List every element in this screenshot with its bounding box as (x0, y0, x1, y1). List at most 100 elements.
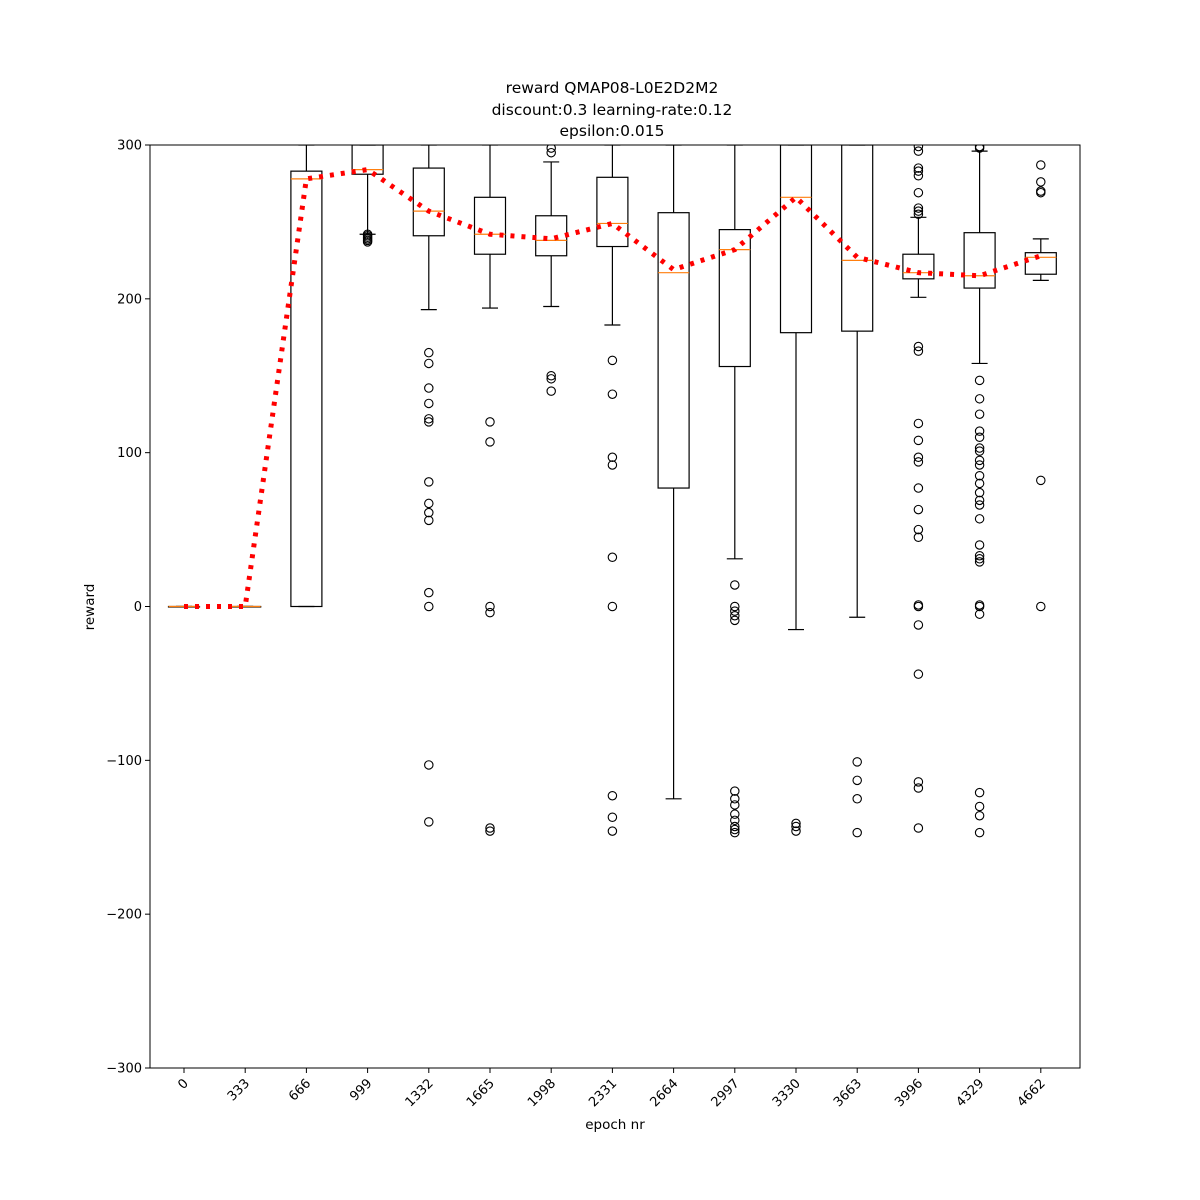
box (902, 253, 935, 280)
outlier-point (730, 794, 740, 804)
outlier-point (974, 446, 985, 456)
outlier-point (913, 209, 924, 219)
outlier-point (974, 787, 985, 798)
outlier-point (730, 815, 740, 826)
outlier-point (852, 794, 862, 804)
box (412, 167, 445, 237)
box (657, 212, 690, 489)
outlier-point (424, 347, 434, 358)
outlier-point (424, 358, 434, 369)
outlier-point (974, 801, 985, 812)
y-tick-label: −300 (106, 1062, 142, 1077)
outlier-point (974, 409, 985, 419)
outlier-point (913, 166, 924, 176)
box (718, 229, 751, 368)
box (779, 145, 813, 334)
y-axis-label: reward (82, 584, 98, 631)
outlier-point (607, 355, 618, 366)
box (290, 170, 323, 608)
box (473, 196, 507, 255)
outlier-point (913, 669, 924, 679)
outlier-point (1036, 601, 1046, 612)
box (596, 176, 629, 248)
outlier-point (974, 500, 985, 510)
plot-clip-group (167, 145, 1057, 838)
chart-title-line-2: discount:0.3 learning-rate:0.12 (492, 101, 733, 119)
outlier-point (1036, 475, 1046, 486)
chart-title-line-1: reward QMAP08-L0E2D2M2 (506, 79, 719, 97)
outlier-point (730, 606, 740, 616)
outlier-point (913, 171, 924, 181)
outlier-point (424, 417, 434, 427)
y-tick-label: −100 (106, 754, 142, 769)
outlier-point (424, 817, 434, 827)
outlier-point (974, 394, 985, 404)
outlier-point (362, 237, 373, 247)
outlier-point (485, 607, 495, 618)
outlier-point (913, 187, 924, 198)
x-axis-label: epoch nr (585, 1117, 645, 1133)
outlier-point (1036, 160, 1046, 170)
outlier-point (913, 341, 924, 352)
outlier-point (730, 827, 740, 838)
outlier-point (607, 601, 618, 612)
outlier-point (424, 515, 434, 526)
outlier-point (974, 145, 985, 153)
outlier-point (852, 757, 862, 767)
outlier-point (974, 514, 985, 524)
y-tick-label: 0 (134, 600, 142, 615)
outlier-point (730, 809, 740, 819)
outlier-point (974, 478, 985, 489)
outlier-point (974, 827, 985, 838)
outlier-point (974, 554, 985, 564)
outlier-point (607, 452, 618, 463)
outlier-point (424, 383, 434, 393)
outlier-point (974, 426, 985, 436)
outlier-point (424, 601, 434, 612)
outlier-point (913, 823, 924, 833)
outlier-point (730, 800, 740, 810)
outlier-point (485, 437, 495, 447)
y-tick-label: 200 (117, 292, 142, 307)
outlier-point (974, 550, 985, 561)
outlier-point (913, 145, 924, 152)
y-tick-label: 100 (117, 446, 142, 461)
box (963, 232, 996, 289)
outlier-point (852, 775, 862, 786)
outlier-point (485, 417, 495, 427)
outlier-point (913, 532, 924, 543)
outlier-point (546, 147, 556, 158)
outlier-point (974, 455, 985, 466)
outlier-point (974, 609, 985, 619)
box (841, 145, 874, 332)
outlier-point (730, 615, 740, 626)
outlier-point (852, 827, 862, 838)
outlier-point (546, 386, 556, 396)
outlier-point (974, 375, 985, 386)
outlier-point (974, 487, 985, 498)
outlier-point (913, 418, 924, 429)
outlier-point (974, 470, 985, 481)
outlier-point (1036, 177, 1046, 187)
outlier-point (1036, 187, 1046, 198)
outlier-point (546, 370, 556, 381)
outlier-point (913, 483, 924, 493)
outlier-point (913, 601, 924, 612)
outlier-point (913, 777, 924, 787)
outlier-point (974, 460, 985, 470)
outlier-point (546, 145, 556, 153)
chart-title-line-3: epsilon:0.015 (560, 122, 665, 140)
outlier-point (974, 557, 985, 567)
outlier-point (974, 495, 985, 506)
outlier-point (546, 374, 556, 384)
outlier-point (913, 452, 924, 463)
box (1024, 252, 1057, 275)
outlier-point (974, 540, 985, 550)
outlier-point (913, 163, 924, 173)
outlier-point (607, 389, 618, 399)
outlier-point (791, 826, 801, 836)
outlier-point (730, 601, 740, 612)
outlier-point (607, 552, 618, 563)
